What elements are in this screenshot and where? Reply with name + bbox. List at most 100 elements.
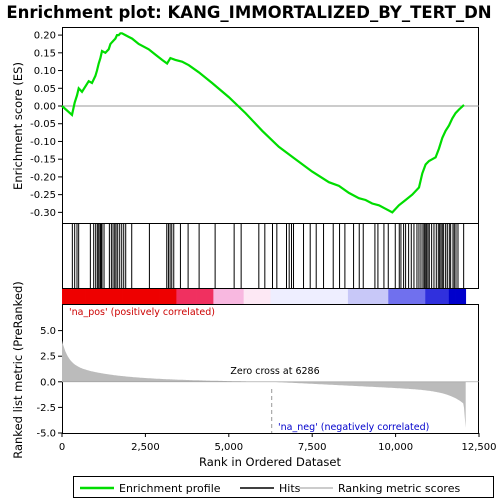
color-bar-segment [388, 289, 393, 305]
color-bar-segment [78, 289, 83, 305]
color-bar-segment [68, 289, 73, 305]
color-bar-segment [243, 289, 248, 305]
color-bar-segment [317, 289, 322, 305]
color-bar-segment [321, 289, 325, 305]
color-bar-segment [277, 289, 282, 305]
positive-correlation-label: 'na_pos' (positively correlated) [69, 307, 215, 318]
color-bar-segment [284, 289, 288, 305]
color-bar-segment [139, 289, 144, 305]
color-bar-segment [270, 289, 275, 305]
color-bar-segment [378, 289, 382, 305]
color-bar-segment [334, 289, 339, 305]
color-bar-segment [445, 289, 450, 305]
color-bar-segment [203, 289, 208, 305]
color-bar-segment [193, 289, 197, 305]
es-y-tick-label: -0.05 [30, 119, 56, 130]
color-bar-segment [304, 289, 308, 305]
color-bar-segment [109, 289, 113, 305]
color-bar-segment [395, 289, 399, 305]
negative-correlation-label: 'na_neg' (negatively correlated) [278, 422, 429, 433]
color-bar-segment [186, 289, 191, 305]
color-bar-segment [216, 289, 221, 305]
rank-color-bar [62, 289, 467, 305]
color-bar-segment [368, 289, 372, 305]
legend-box [73, 476, 494, 498]
color-bar-segment [432, 289, 436, 305]
color-bar-segment [411, 289, 416, 305]
es-panel-frame [62, 27, 479, 224]
color-bar-segment [435, 289, 440, 305]
es-y-tick-label: -0.25 [30, 190, 56, 201]
color-bar-segment [65, 289, 70, 305]
color-bar-segment [112, 289, 117, 305]
legend-es-label: Enrichment profile [119, 482, 221, 495]
x-tick-label: 10,000 [378, 442, 413, 453]
color-bar-segment [173, 289, 177, 305]
es-y-tick-label: -0.10 [30, 137, 56, 148]
color-bar-segment [287, 289, 292, 305]
color-bar-segment [428, 289, 433, 305]
color-bar-segment [273, 289, 278, 305]
color-bar-segment [166, 289, 171, 305]
color-bar-segment [408, 289, 413, 305]
color-bar-segment [425, 289, 430, 305]
color-bar-segment [226, 289, 231, 305]
color-bar-segment [260, 289, 265, 305]
color-bar-segment [263, 289, 268, 305]
color-bar-segment [105, 289, 110, 305]
es-y-tick-label: -0.20 [30, 172, 56, 183]
color-bar-segment [196, 289, 201, 305]
color-bar-segment [146, 289, 150, 305]
metric-y-tick-label: 5.0 [40, 326, 56, 337]
color-bar-segment [119, 289, 123, 305]
color-bar-segment [92, 289, 97, 305]
color-bar-segment [62, 289, 66, 305]
color-bar-segment [199, 289, 204, 305]
color-bar-segment [337, 289, 342, 305]
color-bar-segment [102, 289, 107, 305]
color-bar-segment [391, 289, 396, 305]
metric-y-tick-label: -2.5 [36, 403, 56, 414]
color-bar-segment [230, 289, 234, 305]
color-bar-segment [455, 289, 460, 305]
color-bar-segment [442, 289, 446, 305]
color-bar-segment [136, 289, 140, 305]
color-bar-segment [331, 289, 335, 305]
x-tick-label: 7,500 [298, 442, 327, 453]
color-bar-segment [452, 289, 456, 305]
color-bar-segment [125, 289, 130, 305]
color-bar-segment [458, 289, 463, 305]
color-bar-segment [88, 289, 93, 305]
es-y-tick-label: 0.20 [34, 31, 56, 42]
color-bar-segment [267, 289, 271, 305]
color-bar-segment [398, 289, 403, 305]
color-bar-segment [448, 289, 453, 305]
color-bar-segment [179, 289, 184, 305]
color-bar-segment [418, 289, 423, 305]
legend-metric-label: Ranking metric scores [338, 482, 460, 495]
color-bar-segment [462, 289, 467, 305]
metric-y-axis-label: Ranked list metric (PreRanked) [11, 281, 25, 459]
ranking-metric-area [62, 340, 466, 430]
color-bar-segment [115, 289, 120, 305]
legend-hits-label: Hits [279, 482, 301, 495]
color-bar-segment [176, 289, 181, 305]
color-bar-segment [220, 289, 224, 305]
color-bar-segment [381, 289, 386, 305]
x-tick-label: 0 [59, 442, 65, 453]
color-bar-segment [250, 289, 255, 305]
chart-title: Enrichment plot: KANG_IMMORTALIZED_BY_TE… [6, 3, 491, 22]
color-bar-segment [364, 289, 369, 305]
color-bar-segment [152, 289, 157, 305]
es-y-axis-label: Enrichment score (ES) [11, 62, 25, 190]
es-y-tick-label: 0.05 [34, 84, 56, 95]
color-bar-segment [129, 289, 134, 305]
color-bar-segment [324, 289, 329, 305]
color-bar-segment [401, 289, 406, 305]
color-bar-segment [371, 289, 376, 305]
color-bar-segment [132, 289, 137, 305]
color-bar-segment [314, 289, 319, 305]
color-bar-segment [300, 289, 305, 305]
color-bar-segment [213, 289, 218, 305]
